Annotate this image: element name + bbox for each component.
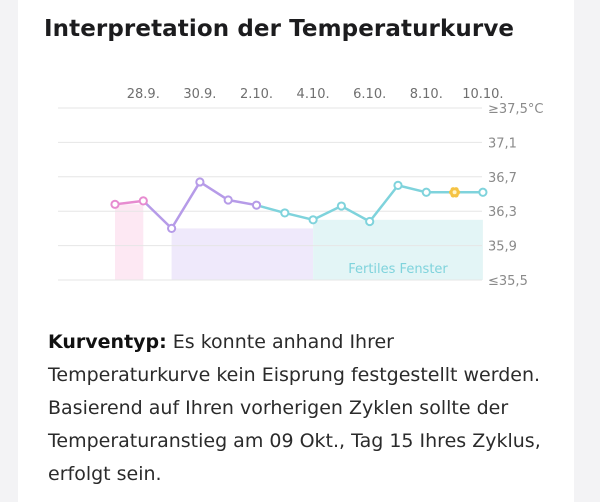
flower-icon [449,187,461,198]
temperature-point [138,196,148,206]
x-axis-labels: 28.9. 30.9. 2.10. 4.10. 6.10. 8.10. 10.10. [127,87,504,102]
temperature-chart: ≥37,5°C37,136,736,335,9≤35,5 28.9. 30.9. 2… [58,87,543,289]
y-tick-label: 36,7 [488,171,517,186]
temperature-line-segment [396,184,428,194]
phase-band-2 [313,219,483,280]
temperature-lines [113,180,485,230]
temperature-line-segment [255,203,287,215]
description-text: Es konnte anhand Ihrer Temperaturkurve k… [48,331,541,485]
temperature-line-segment [340,204,371,223]
temperature-point [110,199,120,209]
temperature-point [195,177,205,187]
card-title: Interpretation der Temperaturkurve [44,16,515,42]
x-tick-label: 30.9. [183,87,216,102]
fertile-window-label: Fertiles Fenster [348,262,448,277]
temperature-line-segment [226,198,258,207]
temperature-point [223,195,233,205]
temperature-line-segment [113,199,145,206]
x-tick-label: 2.10. [240,87,273,102]
x-tick-label: 10.10. [462,87,503,102]
y-tick-label: 35,9 [488,240,517,255]
temperature-point [421,187,431,197]
temperature-point [167,223,177,233]
temperature-point [336,201,346,211]
temperature-line-segment [368,184,400,223]
temperature-point [308,215,318,225]
temperature-line-segment [311,204,343,222]
y-tick-label: ≤35,5 [488,274,528,289]
flower-center [452,190,457,195]
temperature-line-segment [198,180,230,202]
x-tick-label: 4.10. [297,87,330,102]
x-tick-label: 6.10. [353,87,386,102]
description-label: Kurventyp: [48,331,167,353]
temperature-point [393,180,403,190]
y-axis-labels: ≥37,5°C 37,1 36,7 36,3 35,9 ≤35,5 [488,102,543,289]
phase-band-1 [171,228,314,280]
temperature-point [365,216,375,227]
grid-lines [58,107,482,281]
x-tick-label: 8.10. [410,87,443,102]
temperature-line-segment [170,180,202,230]
temperature-point [280,208,290,218]
phase-band-0 [115,204,144,280]
temperature-point [478,187,488,197]
temperature-line-segment [283,211,315,222]
curve-description: Kurventyp: Es konnte anhand Ihrer Temper… [48,326,548,491]
temperature-point [251,200,262,210]
y-tick-label: 36,3 [488,205,517,220]
y-tick-label: ≥37,5°C [488,102,543,117]
temperature-points [110,177,488,233]
temperature-line-segment [142,199,173,230]
phase-bands [115,204,483,280]
y-tick-label: 37,1 [488,136,517,151]
x-tick-label: 28.9. [127,87,160,102]
